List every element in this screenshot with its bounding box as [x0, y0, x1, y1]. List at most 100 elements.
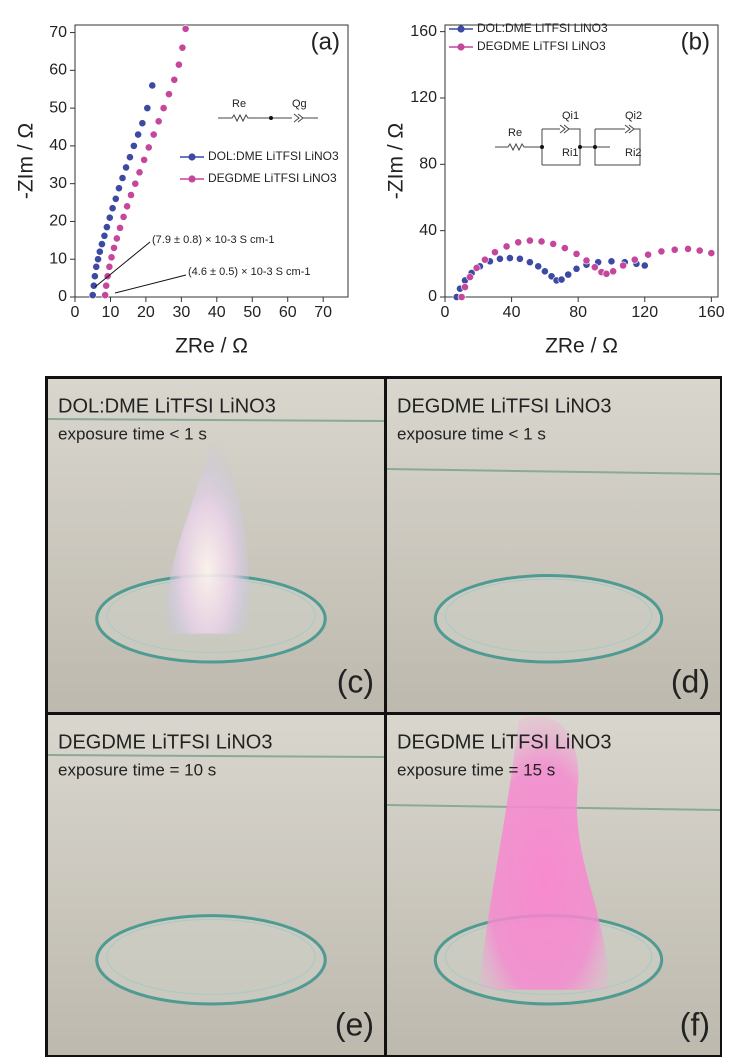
x-axis-label: ZRe / Ω — [175, 335, 248, 358]
x-tick-label: 0 — [71, 304, 80, 321]
data-point — [120, 213, 127, 220]
data-point — [122, 164, 129, 171]
data-point — [127, 191, 134, 198]
data-point — [175, 61, 182, 68]
data-point — [573, 250, 580, 257]
data-point — [126, 154, 133, 161]
y-tick-label: 60 — [49, 62, 67, 79]
photo-caption: exposure time < 1 s — [397, 424, 546, 443]
data-point — [110, 244, 117, 251]
y-tick-label: 0 — [58, 288, 67, 305]
legend-label: DOL:DME LiTFSI LiNO3 — [208, 149, 339, 163]
legend-label: DEGDME LiTFSI LiNO3 — [477, 39, 606, 53]
data-point — [708, 249, 715, 256]
x-tick-label: 0 — [441, 304, 450, 321]
annotation: (4.6 ± 0.5) × 10-3 S cm-1 — [188, 266, 311, 278]
data-point — [583, 257, 590, 264]
data-point — [644, 251, 651, 258]
data-point — [658, 248, 665, 255]
y-tick-label: 70 — [49, 24, 67, 41]
legend-label: DEGDME LiTFSI LiNO3 — [208, 171, 337, 185]
y-tick-label: 120 — [410, 89, 437, 106]
data-point — [481, 256, 488, 263]
data-point — [145, 144, 152, 151]
data-point — [150, 131, 157, 138]
data-point — [671, 246, 678, 253]
panel-label: (d) — [671, 663, 710, 699]
circuit-label: Qg — [292, 98, 307, 110]
data-point — [526, 237, 533, 244]
y-tick-label: 20 — [49, 213, 67, 230]
annotation: (7.9 ± 0.8) × 10-3 S cm-1 — [152, 234, 275, 246]
x-tick-label: 40 — [503, 304, 521, 321]
data-point — [620, 262, 627, 269]
x-tick-label: 10 — [102, 304, 120, 321]
y-tick-label: 10 — [49, 250, 67, 267]
y-tick-label: 160 — [410, 23, 437, 40]
x-tick-label: 20 — [137, 304, 155, 321]
circuit-label: Qi2 — [625, 110, 642, 122]
arrow — [95, 242, 150, 287]
data-point — [101, 232, 108, 239]
data-point — [550, 240, 557, 247]
data-point — [538, 238, 545, 245]
figure: 010203040506070010203040506070ZRe / Ω-ZI… — [0, 0, 730, 1057]
data-point — [684, 245, 691, 252]
data-point — [103, 224, 110, 231]
data-point — [141, 156, 148, 163]
data-point — [124, 203, 131, 210]
data-point — [136, 169, 143, 176]
data-point — [608, 258, 615, 265]
x-tick-label: 30 — [172, 304, 190, 321]
x-tick-label: 60 — [279, 304, 297, 321]
data-point — [603, 270, 610, 277]
data-point — [160, 105, 167, 112]
arrow — [115, 275, 186, 293]
x-tick-label: 80 — [569, 304, 587, 321]
y-tick-label: 0 — [428, 288, 437, 305]
photo-title: DEGDME LiTFSI LiNO3 — [58, 731, 272, 753]
data-point — [561, 244, 568, 251]
data-point — [696, 247, 703, 254]
circuit-label: Ri2 — [625, 147, 642, 159]
data-point — [108, 254, 115, 261]
circuit — [218, 114, 318, 122]
data-point — [165, 91, 172, 98]
data-point — [106, 214, 113, 221]
data-point — [541, 268, 548, 275]
photo-title: DOL:DME LiTFSI LiNO3 — [58, 395, 276, 417]
legend-marker — [457, 43, 464, 50]
photo-caption: exposure time < 1 s — [58, 424, 207, 443]
circuit-node — [578, 145, 582, 149]
data-point — [503, 243, 510, 250]
dish — [435, 575, 661, 662]
x-tick-label: 70 — [314, 304, 332, 321]
circuit-node — [593, 145, 597, 149]
circuit-label: Re — [232, 98, 246, 110]
data-point — [565, 271, 572, 278]
data-point — [610, 268, 617, 275]
y-tick-label: 30 — [49, 175, 67, 192]
data-point — [109, 205, 116, 212]
legend-marker — [188, 175, 195, 182]
data-point — [149, 82, 156, 89]
data-point — [631, 256, 638, 263]
data-point — [641, 262, 648, 269]
photo-title: DEGDME LiTFSI LiNO3 — [397, 395, 611, 417]
data-point — [515, 239, 522, 246]
page: 010203040506070010203040506070ZRe / Ω-ZI… — [0, 0, 730, 1057]
data-point — [116, 224, 123, 231]
panel-label: (c) — [337, 663, 374, 699]
dish — [97, 916, 325, 1004]
x-axis-label: ZRe / Ω — [545, 335, 618, 358]
panel-label: (e) — [335, 1006, 374, 1042]
circuit-node — [540, 145, 544, 149]
data-point — [182, 25, 189, 32]
data-point — [573, 265, 580, 272]
y-tick-label: 40 — [419, 222, 437, 239]
data-point — [473, 264, 480, 271]
data-point — [102, 292, 109, 299]
data-point — [558, 276, 565, 283]
x-tick-label: 40 — [208, 304, 226, 321]
data-point — [94, 256, 101, 263]
